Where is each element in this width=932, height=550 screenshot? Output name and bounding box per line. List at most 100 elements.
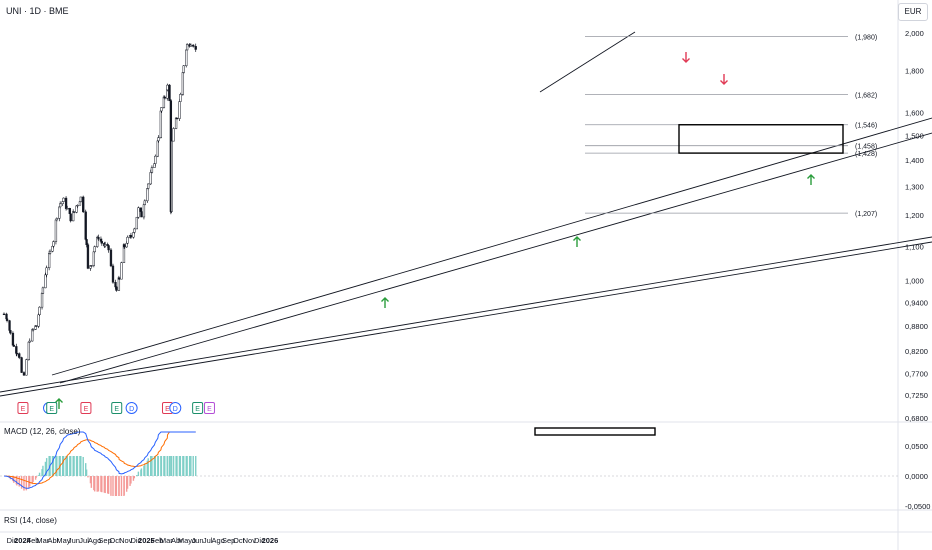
macd-histogram-bar	[69, 456, 71, 476]
buy-arrow-icon	[55, 398, 63, 409]
candle	[92, 251, 95, 266]
macd-histogram-bar	[16, 476, 18, 486]
macd-histogram-bar	[38, 472, 41, 476]
macd-histogram-bar	[118, 476, 120, 496]
candle	[28, 340, 31, 343]
candle	[159, 110, 163, 138]
x-tick-label: Jun	[68, 536, 80, 545]
macd-histogram-bar	[107, 476, 109, 494]
macd-histogram-bar	[182, 456, 184, 476]
macd-histogram-bar	[154, 456, 157, 476]
macd-histogram-bar	[87, 476, 89, 478]
event-label: E	[195, 406, 200, 413]
candle	[48, 250, 52, 254]
y-tick-label: 0,6800	[905, 414, 928, 423]
macd-histogram-bar	[42, 465, 44, 476]
event-label: E	[49, 406, 54, 413]
candle	[12, 344, 15, 347]
x-tick-label: Mayo	[178, 536, 196, 545]
candle	[90, 265, 93, 267]
macd-histogram-bar	[183, 456, 185, 476]
x-tick-label: Dic	[7, 536, 18, 545]
macd-histogram-bar	[76, 456, 79, 476]
macd-histogram-bar	[143, 465, 145, 476]
y-tick-label: 1,000	[905, 276, 924, 285]
candle	[156, 140, 159, 157]
candle	[168, 84, 171, 102]
macd-histogram-bar	[103, 476, 106, 493]
candle	[109, 249, 113, 267]
macd-histogram-bar	[93, 476, 95, 491]
candle	[100, 241, 103, 244]
macd-histogram-bar	[112, 476, 114, 496]
candle	[150, 167, 154, 173]
macd-histogram-bar	[144, 463, 146, 476]
y-tick-label: 1,400	[905, 156, 924, 165]
candle	[157, 137, 160, 142]
candle	[181, 72, 185, 95]
macd-histogram-bar	[170, 456, 173, 476]
x-tick-label: Sep	[98, 536, 111, 545]
candle	[37, 314, 40, 327]
x-tick-label: Oct	[109, 536, 122, 545]
candle	[25, 359, 28, 376]
candle	[2, 313, 6, 316]
candle	[133, 228, 136, 233]
macd-histogram-bar	[90, 476, 93, 488]
macd-histogram-bar	[172, 456, 175, 476]
macd-histogram-bar	[125, 476, 128, 492]
macd-histogram-bar	[79, 456, 81, 476]
trendline-mid-b	[59, 132, 932, 384]
macd-histogram-bar	[114, 476, 117, 496]
macd-histogram-bar	[157, 456, 160, 476]
candle	[22, 372, 26, 376]
macd-histogram-bar	[56, 456, 58, 476]
macd-histogram-bar	[175, 456, 177, 476]
x-tick-label: Ago	[88, 536, 101, 545]
dividend-marker	[169, 402, 182, 414]
candle	[68, 208, 71, 214]
candle	[120, 262, 123, 280]
candle	[35, 325, 38, 327]
trendline-lower-b	[0, 241, 932, 397]
macd-histogram-bar	[166, 456, 169, 476]
macd-histogram-bar	[94, 476, 96, 492]
candle	[58, 206, 61, 219]
candle	[44, 274, 47, 289]
macd-histogram-bar	[176, 456, 178, 476]
candle	[143, 200, 146, 205]
x-tick-label: Abr	[47, 536, 59, 545]
candle	[69, 213, 72, 222]
x-tick-label: 2024	[14, 536, 32, 545]
x-tick-label: 2025	[138, 536, 155, 545]
candle	[59, 203, 62, 208]
macd-histogram-bar	[34, 476, 37, 480]
earnings-marker	[111, 402, 123, 414]
sell-arrow-icon	[720, 74, 728, 85]
x-tick-label: Sep	[222, 536, 235, 545]
macd-y-tick: -0,0500	[905, 502, 930, 511]
macd-histogram-bar	[13, 476, 15, 483]
candle	[111, 265, 115, 283]
macd-histogram-bar	[153, 456, 156, 476]
target-zone-box	[678, 124, 844, 154]
macd-histogram-bar	[44, 461, 47, 476]
event-label: E	[165, 406, 170, 413]
level-label: (1,458)	[855, 144, 877, 151]
currency-label[interactable]: EUR	[898, 3, 928, 21]
candle	[72, 211, 76, 213]
x-tick-label: May	[56, 536, 70, 545]
candle	[85, 239, 88, 245]
y-tick-label: 1,100	[905, 242, 924, 251]
macd-histogram-bar	[89, 476, 92, 484]
macd-histogram-bar	[178, 456, 181, 476]
event-label: E	[21, 406, 26, 413]
candle	[54, 219, 58, 242]
candle	[115, 286, 118, 291]
buy-arrow-icon	[573, 236, 581, 247]
macd-histogram-bar	[45, 458, 48, 476]
rsi-title: RSI (14, close)	[4, 516, 57, 525]
candle	[5, 318, 9, 321]
candle	[146, 188, 149, 202]
